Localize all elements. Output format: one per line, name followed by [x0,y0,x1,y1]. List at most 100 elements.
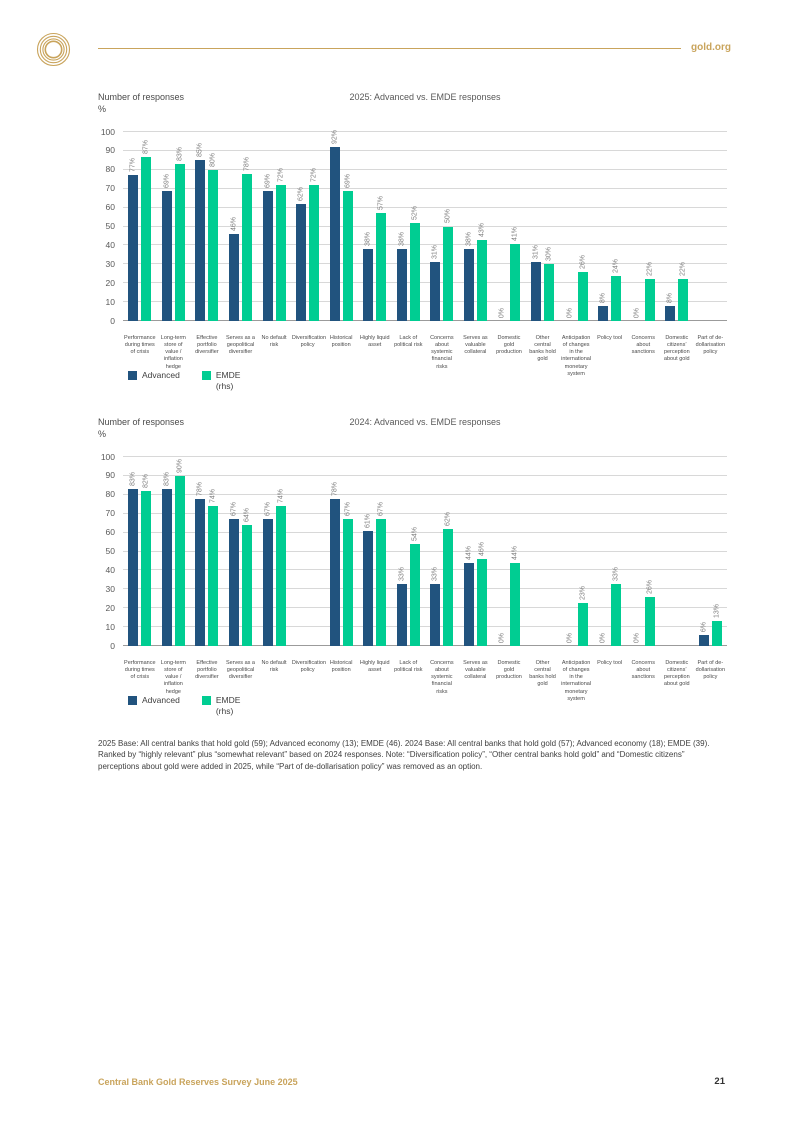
bar-emde: 64% [241,508,252,646]
bar-value-label: 57% [377,196,385,211]
category-group: 69% 72% [257,132,291,321]
category-label: Domestic citizens’ perception about gold [663,660,690,688]
category-group [291,457,325,646]
bar-emde: 78% [241,157,252,321]
legend: Advanced EMDE (rhs) [128,695,240,718]
category-label: Effective portfolio diversifier [195,660,219,681]
advanced-swatch [128,371,137,380]
category-label: Part of de-dollarisation policy [695,335,726,356]
bar-advanced: 69% [262,174,273,321]
bar-value-label: 6% [700,621,708,632]
legend-label: Advanced [142,695,180,718]
bar-emde: 72% [275,168,286,321]
bar-value-label: 30% [545,247,553,262]
category-label: Performance during times of crisis [124,660,156,681]
category-label: No default risk [261,335,287,349]
bar-emde: 74% [208,489,219,646]
y-tick-label: 100 [100,451,115,462]
y-axis-title: Number of responses% [98,416,184,440]
bar-value-label: 85% [196,143,204,158]
category-label: Concerns about systemic financial risks [430,335,454,370]
category-group: 46% 78% [224,132,258,321]
y-tick-label: 90 [105,470,115,481]
chart-2024-advanced-vs-emde: Number of responses% 2024: Advanced vs. E… [0,415,793,725]
category-group: 38% 52% [392,132,426,321]
category-group: 0% 44% [492,457,526,646]
y-tick-label: 50 [105,546,115,556]
gridline [123,320,727,321]
y-tick-label: 0 [110,315,115,326]
page-number: 21 [714,1076,725,1087]
bar-value-label: 62% [297,186,305,201]
legend-item-advanced: Advanced [128,370,180,393]
bar-emde: 43% [476,223,487,321]
legend-name: Advanced [142,370,180,380]
gridline [123,512,727,514]
category-group: 67% 64% [224,457,258,646]
bar-value-label: 82% [142,474,150,489]
legend-item-emde: EMDE (rhs) [201,370,241,393]
category-group: 83% 90% [157,457,191,646]
category-label: Concerns about sanctions [631,335,655,356]
y-tick-label: 40 [105,564,115,575]
y-tick-label: 70 [105,183,115,194]
category-label: Lack of political risk [394,335,423,349]
gridline [123,206,727,208]
legend: Advanced EMDE (rhs) [128,370,240,393]
bar-value-label: 72% [310,167,318,182]
bar-value-label: 0% [633,307,641,318]
category-group: 38% 43% [459,132,493,321]
gridline [123,456,727,457]
gridline [123,588,727,590]
bar-advanced: 67% [262,502,273,646]
bar-emde: 62% [443,512,454,646]
bar-value-label: 83% [129,472,137,487]
bar-value-label: 67% [344,502,352,517]
category-group [526,457,560,646]
category-group [694,132,728,321]
y-tick-label: 40 [105,239,115,250]
chart-2025-advanced-vs-emde: Number of responses% 2025: Advanced vs. E… [0,90,793,400]
category-label: Highly liquid asset [359,660,390,674]
bar-advanced: 33% [396,567,407,646]
bar-value-label: 0% [498,632,506,643]
bar-emde: 83% [174,147,185,321]
bar-advanced: 92% [329,130,340,321]
y-tick-label: 60 [105,202,115,213]
bar-value-label: 80% [209,152,217,167]
bar-value-label: 38% [465,232,473,247]
y-tick-label: 10 [105,296,115,307]
category-label: No default risk [261,660,287,674]
bar-advanced: 85% [195,143,206,321]
bar-emde: 90% [174,459,185,646]
category-label: Other central banks hold gold [529,335,556,363]
gridline [123,550,727,552]
category-group: 77% 87% [123,132,157,321]
bar-value-label: 83% [176,147,184,162]
category-group: 62% 72% [291,132,325,321]
category-group: 78% 67% [324,457,358,646]
category-label: Serves as a geopolitical diversifier [225,335,255,356]
bar-value-label: 46% [230,217,238,232]
bar-value-label: 64% [243,508,251,523]
bar-value-label: 33% [612,566,620,581]
y-tick-label: 70 [105,508,115,519]
bar-value-label: 78% [243,156,251,171]
legend-name: EMDE [215,370,241,380]
y-tick-label: 10 [105,621,115,632]
bar-advanced: 83% [161,472,172,646]
bar-emde: 52% [409,206,420,321]
bar-value-label: 0% [498,307,506,318]
category-group: 33% 54% [392,457,426,646]
bar-value-label: 77% [129,158,137,173]
y-tick-label: 20 [105,277,115,288]
bar-emde: 67% [342,502,353,646]
bar-advanced: 46% [228,217,239,321]
site-link[interactable]: gold.org [691,42,731,53]
document-title: Central Bank Gold Reserves Survey June 2… [98,1077,298,1087]
category-group: 31% 30% [526,132,560,321]
bar-value-label: 8% [666,292,674,303]
y-tick-label: 50 [105,221,115,231]
y-tick-label: 100 [100,126,115,137]
bar-emde: 26% [577,255,588,321]
